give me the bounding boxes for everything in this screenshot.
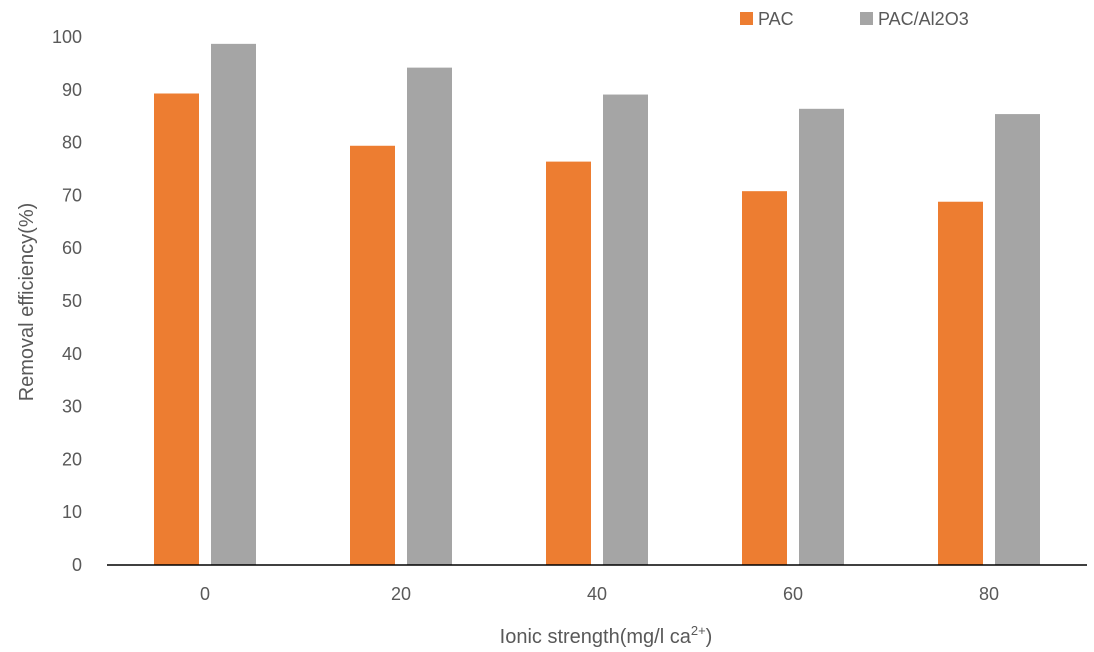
y-axis-ticks: 0 10 20 30 40 50 60 70 80 90 100 bbox=[52, 27, 82, 575]
bars bbox=[154, 43, 1040, 566]
bar-pac-al2o3-40 bbox=[603, 94, 648, 565]
y-tick-label: 80 bbox=[62, 133, 82, 153]
x-axis-ticks: 0 20 40 60 80 bbox=[200, 584, 999, 604]
bar-pac-al2o3-20 bbox=[407, 67, 452, 566]
y-tick-label: 10 bbox=[62, 502, 82, 522]
x-tick-label: 40 bbox=[587, 584, 607, 604]
y-tick-label: 50 bbox=[62, 291, 82, 311]
y-axis-title: Removal efficiency(%) bbox=[16, 203, 38, 402]
bar-pac-40 bbox=[546, 161, 591, 565]
x-tick-label: 60 bbox=[783, 584, 803, 604]
y-tick-label: 0 bbox=[72, 555, 82, 575]
legend-swatch-pac bbox=[740, 12, 753, 25]
y-tick-label: 40 bbox=[62, 344, 82, 364]
bar-pac-al2o3-0 bbox=[211, 43, 256, 565]
x-axis-title-suffix: ) bbox=[706, 626, 713, 648]
bar-pac-20 bbox=[350, 145, 395, 565]
legend-label-pac: PAC bbox=[758, 9, 794, 29]
y-tick-label: 60 bbox=[62, 238, 82, 258]
bar-pac-0 bbox=[154, 93, 199, 565]
legend-label-pac-al2o3: PAC/Al2O3 bbox=[878, 9, 969, 29]
x-axis-title-superscript: 2+ bbox=[691, 623, 706, 638]
y-tick-label: 100 bbox=[52, 27, 82, 47]
x-tick-label: 80 bbox=[979, 584, 999, 604]
x-tick-label: 20 bbox=[391, 584, 411, 604]
bar-pac-al2o3-80 bbox=[995, 114, 1040, 565]
y-tick-label: 90 bbox=[62, 80, 82, 100]
x-axis-title: Ionic strength(mg/l ca2+) bbox=[500, 623, 713, 648]
y-tick-label: 70 bbox=[62, 185, 82, 205]
bar-pac-60 bbox=[742, 191, 787, 565]
x-axis-title-main: Ionic strength(mg/l ca bbox=[500, 626, 692, 648]
bar-pac-80 bbox=[938, 201, 983, 565]
y-tick-label: 20 bbox=[62, 449, 82, 469]
y-tick-label: 30 bbox=[62, 397, 82, 417]
x-tick-label: 0 bbox=[200, 584, 210, 604]
legend-swatch-pac-al2o3 bbox=[860, 12, 873, 25]
bar-pac-al2o3-60 bbox=[799, 108, 844, 566]
legend: PAC PAC/Al2O3 bbox=[740, 9, 969, 29]
